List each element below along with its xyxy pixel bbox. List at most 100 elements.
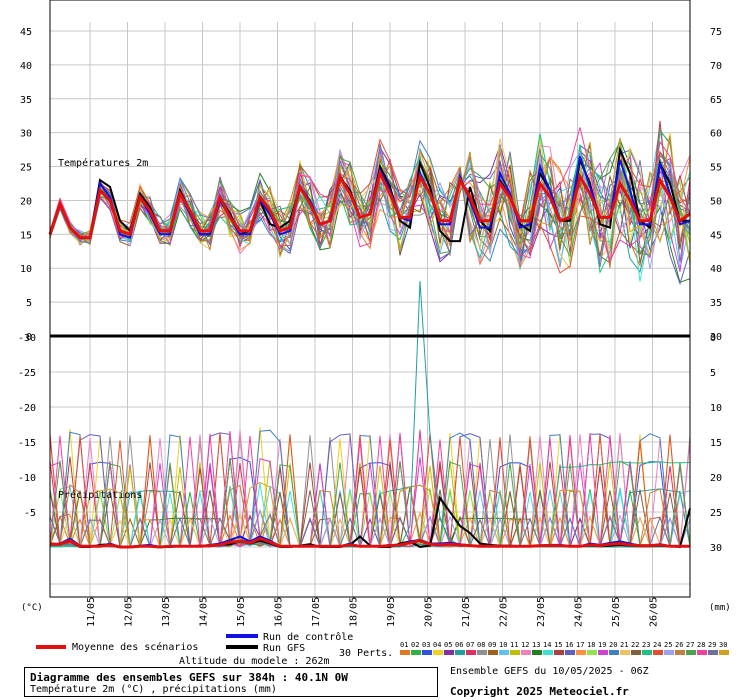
right-tick-upper: 30 xyxy=(710,332,722,343)
pert-swatch xyxy=(532,650,542,655)
pert-label: 26 xyxy=(675,641,683,649)
pert-swatch xyxy=(598,650,608,655)
pert-label: 07 xyxy=(466,641,474,649)
pert-swatch xyxy=(466,650,476,655)
pert-swatch xyxy=(664,650,674,655)
pert-swatch xyxy=(455,650,465,655)
right-tick-lower: 25 xyxy=(710,508,722,519)
pert-swatch xyxy=(642,650,652,655)
left-tick-lower: -30 xyxy=(18,333,36,344)
pert-label: 09 xyxy=(488,641,496,649)
left-tick-upper: 40 xyxy=(20,61,32,72)
pert-label: 08 xyxy=(477,641,485,649)
copyright: Copyright 2025 Meteociel.fr xyxy=(450,685,629,698)
right-tick-upper: 45 xyxy=(710,230,722,241)
pert-label: 01 xyxy=(400,641,408,649)
left-tick-lower: -25 xyxy=(18,368,36,379)
pert-label: 20 xyxy=(609,641,617,649)
pert-swatch xyxy=(587,650,597,655)
x-tick-label: 16/05 xyxy=(274,597,285,627)
right-tick-upper: 75 xyxy=(710,27,722,38)
left-tick-upper: 30 xyxy=(20,129,32,140)
pert-label: 03 xyxy=(422,641,430,649)
mean-precip-line xyxy=(50,536,690,549)
x-tick-label: 22/05 xyxy=(499,597,510,627)
pert-label: 21 xyxy=(620,641,628,649)
pert-swatch xyxy=(554,650,564,655)
x-tick-label: 21/05 xyxy=(461,597,472,627)
pert-label: 15 xyxy=(554,641,562,649)
pert-label: 27 xyxy=(686,641,694,649)
right-tick-upper: 35 xyxy=(710,298,722,309)
main-series xyxy=(48,145,691,549)
pert-swatch xyxy=(620,650,630,655)
legend-control-label: Run de contrôle xyxy=(263,631,353,643)
left-tick-upper: 5 xyxy=(26,298,32,309)
left-tick-upper: 15 xyxy=(20,230,32,241)
legend-control-swatch xyxy=(226,634,258,638)
pert-swatch xyxy=(576,650,586,655)
ensemble-info: Ensemble GEFS du 10/05/2025 - 06Z xyxy=(450,666,649,677)
right-tick-upper: 40 xyxy=(710,264,722,275)
pert-label: 04 xyxy=(433,641,441,649)
precipitation-panel-label: Précipitations xyxy=(58,489,142,501)
right-tick-lower: 15 xyxy=(710,438,722,449)
pert-label: 28 xyxy=(697,641,705,649)
x-tick-label: 19/05 xyxy=(386,597,397,627)
pert-swatch xyxy=(719,650,729,655)
pert-swatch xyxy=(488,650,498,655)
pert-swatch xyxy=(543,650,553,655)
member-temp-line xyxy=(49,138,691,262)
pert-swatch xyxy=(653,650,663,655)
x-tick-label: 20/05 xyxy=(424,597,435,627)
chart-axes xyxy=(49,0,691,598)
pert-label: 24 xyxy=(653,641,661,649)
pert-swatch xyxy=(400,650,410,655)
perturbations-legend: 01 02 03 04 05 06 07 08 09 10 11 12 13 14 15 16 17 18 19 20… xyxy=(400,641,729,655)
x-tick-label: 25/05 xyxy=(611,597,622,627)
pert-label: 17 xyxy=(576,641,584,649)
left-tick-lower: -10 xyxy=(18,473,36,484)
legend-perts-label: 30 Perts. xyxy=(339,648,393,659)
left-tick-upper: 10 xyxy=(20,264,32,275)
pert-swatch xyxy=(411,650,421,655)
left-tick-lower: -15 xyxy=(18,438,36,449)
pert-swatch xyxy=(510,650,520,655)
pert-swatch xyxy=(444,650,454,655)
left-tick-upper: 20 xyxy=(20,196,32,207)
temperature-panel-label: Températures 2m xyxy=(58,157,148,169)
left-tick-upper: 25 xyxy=(20,163,32,174)
right-tick-lower: 10 xyxy=(710,403,722,414)
left-tick-lower: -5 xyxy=(24,508,36,519)
pert-label: 30 xyxy=(719,641,727,649)
pert-label: 25 xyxy=(664,641,672,649)
footer-title: Diagramme des ensembles GEFS sur 384h : … xyxy=(30,671,348,684)
pert-label: 10 xyxy=(499,641,507,649)
right-tick-upper: 70 xyxy=(710,61,722,72)
right-tick-lower: 20 xyxy=(710,473,722,484)
unit-left-label: (°C) xyxy=(21,603,43,613)
pert-swatch xyxy=(708,650,718,655)
ensemble-members xyxy=(49,120,691,549)
footer-box: Diagramme des ensembles GEFS sur 384h : … xyxy=(24,667,438,697)
right-tick-lower: 30 xyxy=(710,543,722,554)
x-tick-label: 18/05 xyxy=(349,597,360,627)
pert-label: 18 xyxy=(587,641,595,649)
pert-swatch xyxy=(675,650,685,655)
member-precip-line xyxy=(49,457,691,548)
right-tick-upper: 50 xyxy=(710,196,722,207)
legend-mean-label: Moyenne des scénarios xyxy=(72,641,198,653)
pert-label: 19 xyxy=(598,641,606,649)
pert-label: 12 xyxy=(521,641,529,649)
mean-temp-line xyxy=(48,168,691,240)
pert-swatch xyxy=(565,650,575,655)
pert-label: 14 xyxy=(543,641,551,649)
pert-label: 16 xyxy=(565,641,573,649)
left-tick-upper: 35 xyxy=(20,95,32,106)
left-tick-upper: 45 xyxy=(20,27,32,38)
x-tick-label: 11/05 xyxy=(86,597,97,627)
pert-swatch xyxy=(499,650,509,655)
x-tick-label: 12/05 xyxy=(124,597,135,627)
legend-mean-swatch xyxy=(36,645,66,649)
